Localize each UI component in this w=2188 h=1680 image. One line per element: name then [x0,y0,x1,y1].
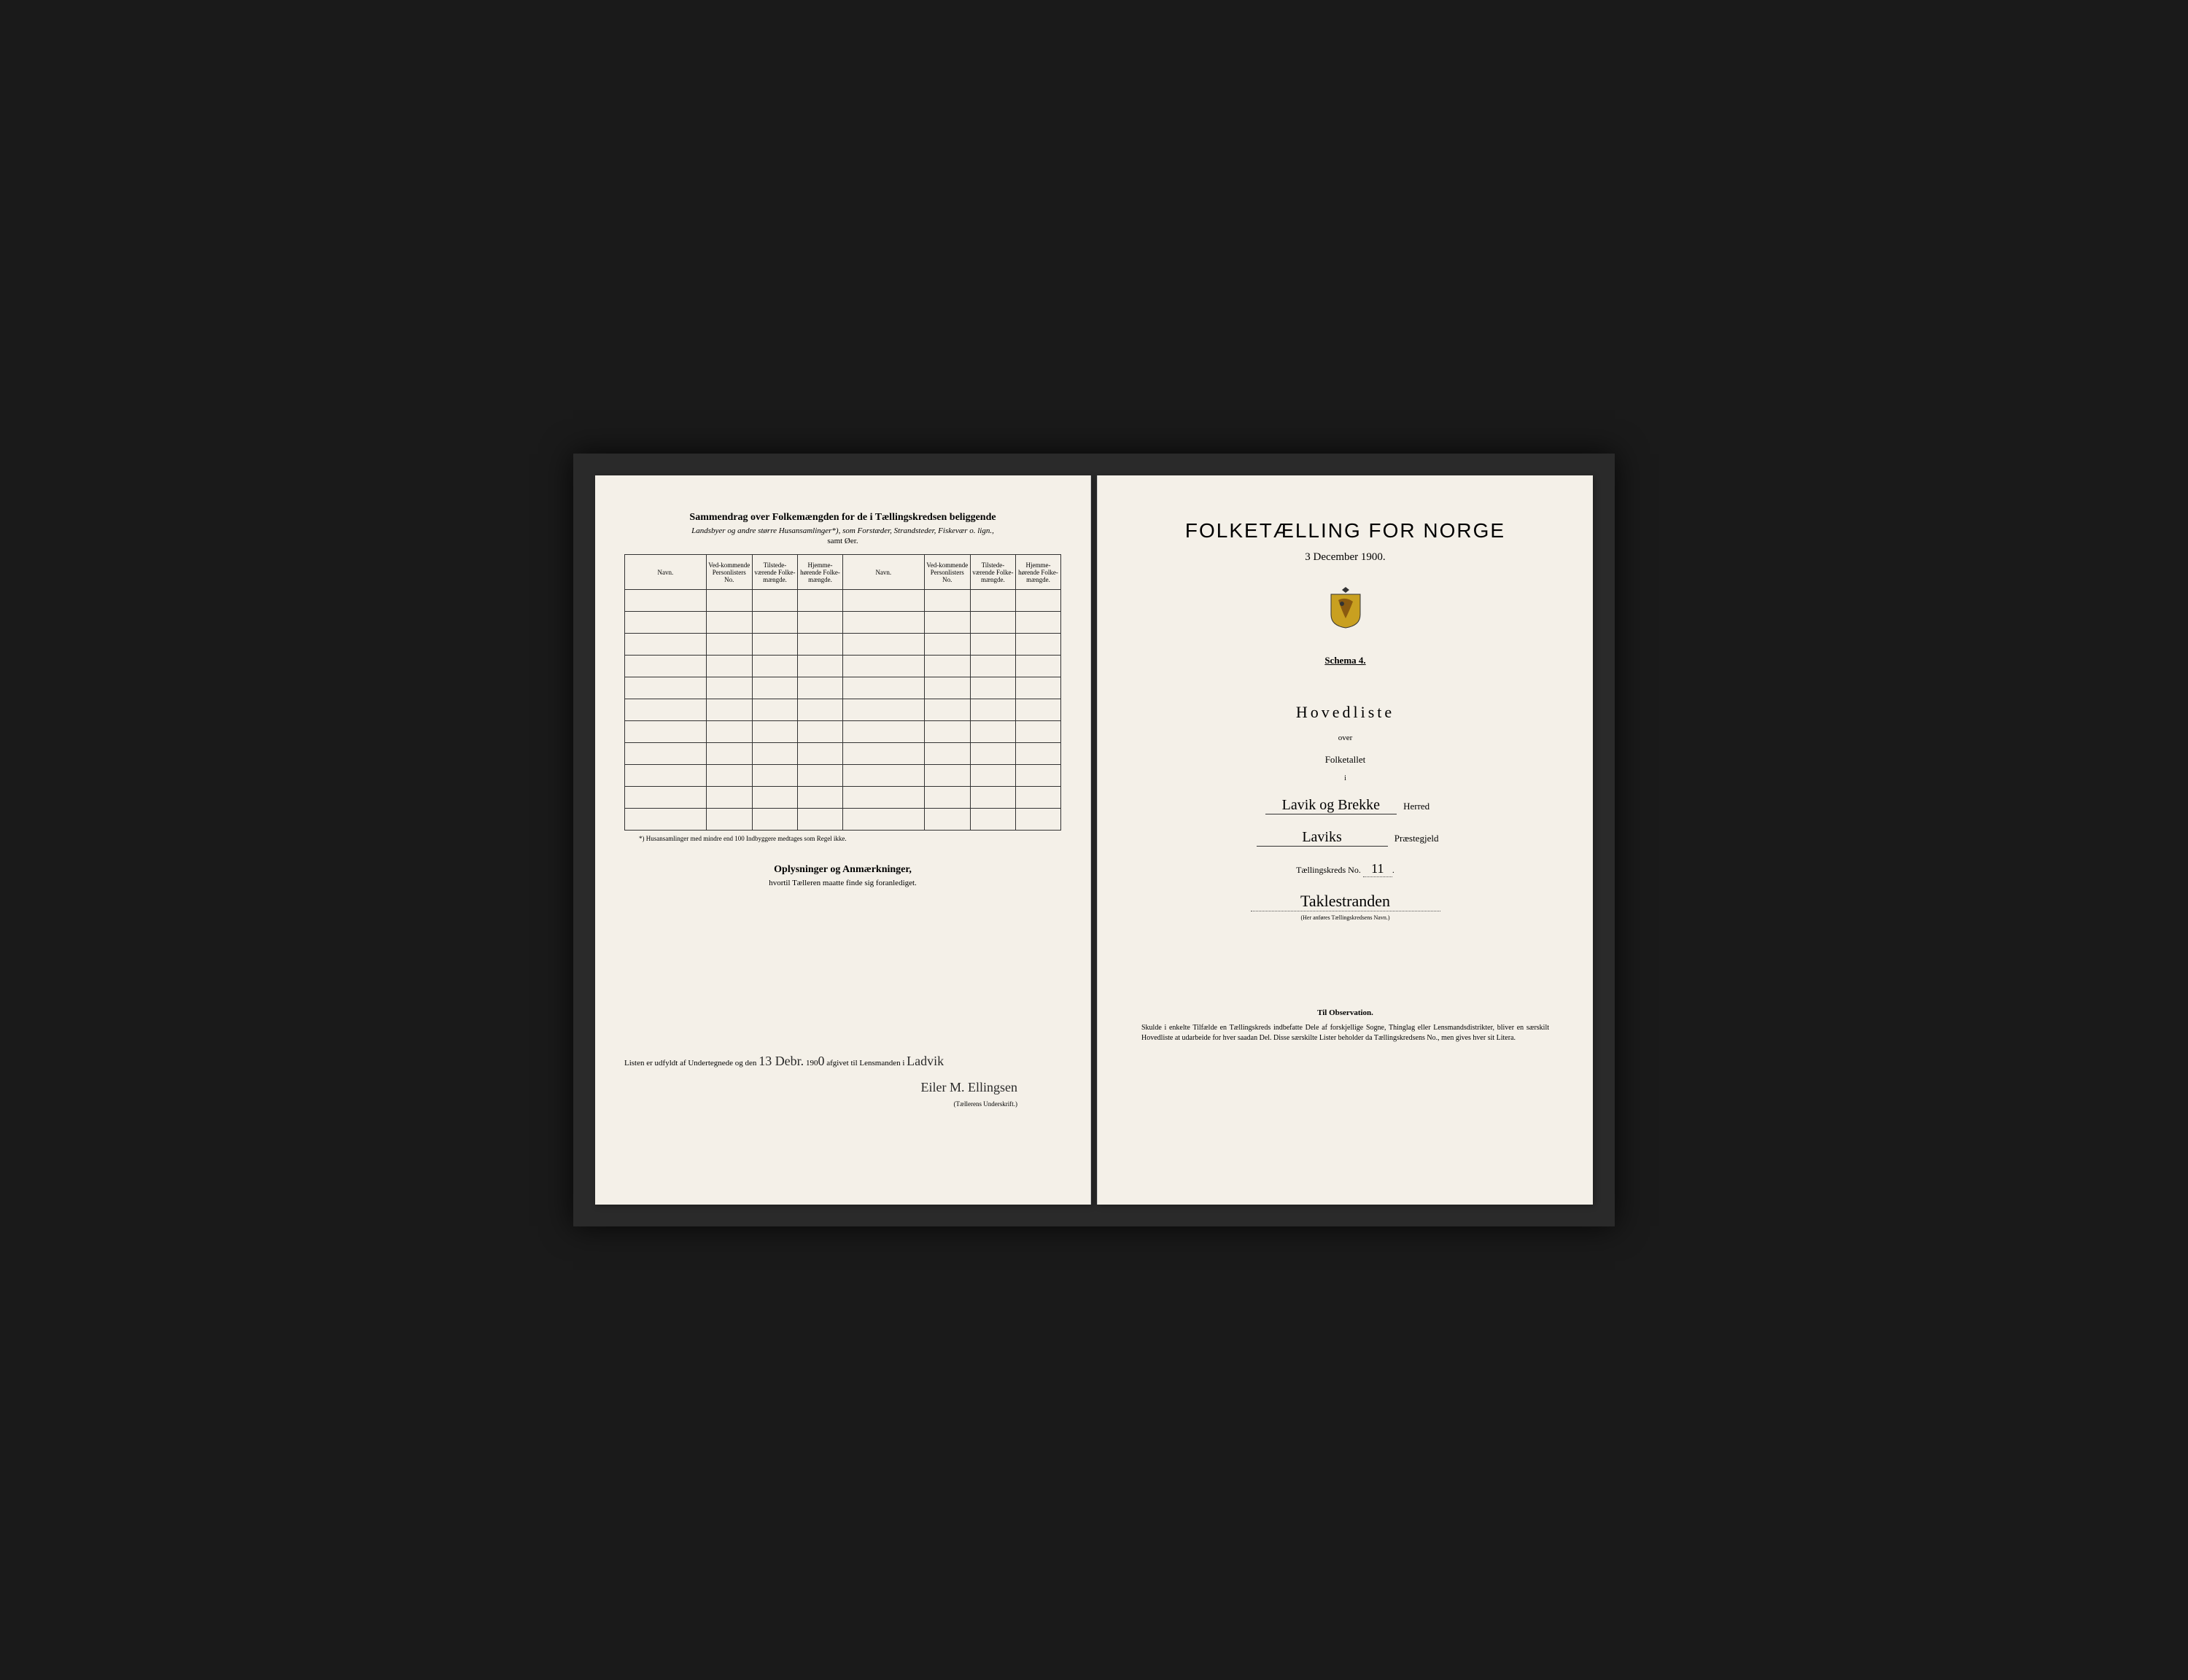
sig-mid: afgivet til Lensmanden i [826,1059,904,1068]
table-row [625,721,1061,743]
observation-text: Skulde i enkelte Tilfælde en Tællingskre… [1127,1023,1564,1043]
signature-block: Listen er udfyldt af Undertegnede og den… [624,1048,1061,1100]
herred-label: Herred [1403,801,1429,812]
table-row [625,765,1061,787]
praestegjeld-row: Laviks Præstegjeld [1127,829,1564,847]
col-navn: Navn. [625,555,707,590]
table-row [625,656,1061,677]
folketallet-label: Folketallet [1127,754,1564,766]
praeste-value: Laviks [1257,829,1388,847]
remarks-title: Oplysninger og Anmærkninger, [624,864,1061,876]
summary-table: Navn. Ved-kommende Personlisters No. Til… [624,554,1061,831]
table-row [625,677,1061,699]
kreds-no: 11 [1363,861,1392,877]
coat-of-arms-icon [1127,586,1564,633]
census-date: 3 December 1900. [1127,551,1564,564]
sig-year-suffix: 0 [818,1054,824,1068]
herred-value: Lavik og Brekke [1265,797,1397,814]
summary-subtitle-2: samt Øer. [624,537,1061,545]
book-spread: Sammendrag over Folkemængden for de i Tæ… [573,454,1615,1226]
sig-name: Eiler M. Ellingsen [921,1080,1017,1094]
kreds-name-value: Taklestranden [1251,892,1440,911]
col-tilstede: Tilstede-værende Folke-mængde. [752,555,797,590]
col-pers: Ved-kommende Personlisters No. [706,555,752,590]
table-header-row: Navn. Ved-kommende Personlisters No. Til… [625,555,1061,590]
hovedliste-heading: Hovedliste [1127,703,1564,722]
census-title: FOLKETÆLLING FOR NORGE [1127,519,1564,542]
table-row [625,699,1061,721]
summary-title: Sammendrag over Folkemængden for de i Tæ… [624,512,1061,524]
herred-row: Lavik og Brekke Herred [1127,797,1564,814]
remarks-subtitle: hvortil Tælleren maatte finde sig foranl… [624,879,1061,887]
col-navn-2: Navn. [842,555,924,590]
kreds-name-row: Taklestranden [1127,892,1564,911]
right-page: FOLKETÆLLING FOR NORGE 3 December 1900. … [1097,475,1593,1205]
sig-prefix: Listen er udfyldt af Undertegnede og den [624,1059,756,1068]
sig-caption: (Tællerens Underskrift.) [624,1100,1017,1108]
table-row [625,787,1061,809]
col-hjemme: Hjemme-hørende Folke-mængde. [797,555,842,590]
table-row [625,590,1061,612]
left-page: Sammendrag over Folkemængden for de i Tæ… [595,475,1091,1205]
col-tilstede-2: Tilstede-værende Folke-mængde. [970,555,1015,590]
praeste-label: Præstegjeld [1394,833,1439,844]
kreds-caption: (Her anføres Tællingskredsens Navn.) [1127,914,1564,921]
table-body [625,590,1061,831]
over-label: over [1127,734,1564,742]
kreds-label: Tællingskreds No. [1296,865,1361,875]
col-pers-2: Ved-kommende Personlisters No. [924,555,970,590]
table-footnote: *) Husansamlinger med mindre end 100 Ind… [639,835,1061,842]
table-row [625,809,1061,831]
i-label: i [1127,774,1564,782]
sig-date: 13 Debr. [759,1054,804,1068]
table-row [625,634,1061,656]
table-row [625,743,1061,765]
col-hjemme-2: Hjemme-hørende Folke-mængde. [1015,555,1060,590]
kreds-no-row: Tællingskreds No. 11. [1127,861,1564,877]
schema-label: Schema 4. [1127,655,1564,666]
sig-place: Ladvik [907,1054,944,1068]
table-row [625,612,1061,634]
sig-year-prefix: 190 [806,1059,818,1068]
observation-title: Til Observation. [1127,1008,1564,1017]
summary-subtitle: Landsbyer og andre større Husansamlinger… [624,526,1061,535]
